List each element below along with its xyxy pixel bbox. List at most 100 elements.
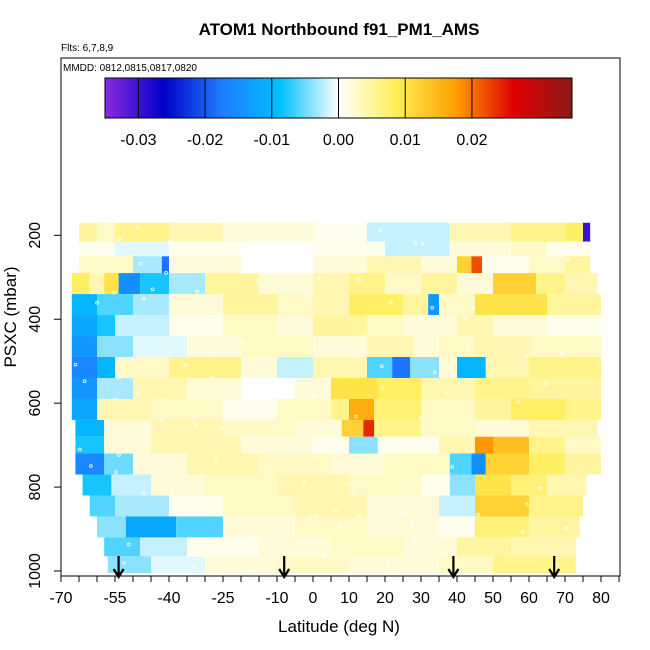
- sample-marker: [159, 397, 163, 402]
- colorbar-tick-label: 0.02: [456, 132, 487, 149]
- sample-marker: [314, 513, 318, 518]
- x-tick-label: -55: [103, 590, 126, 607]
- heatmap-cell: [259, 453, 331, 475]
- heatmap-cell: [511, 241, 547, 257]
- sample-marker: [419, 415, 424, 420]
- sample-marker: [302, 330, 306, 335]
- heatmap-cell: [97, 222, 115, 242]
- heatmap-cell: [75, 436, 105, 454]
- sample-marker: [386, 561, 391, 565]
- sample-marker: [363, 334, 368, 339]
- flight-arrow: [278, 556, 291, 580]
- heatmap-cell: [439, 495, 475, 517]
- y-tick-label: 800: [27, 474, 44, 501]
- y-axis-label: PSXC (mbar): [1, 266, 20, 367]
- heatmap-cell: [529, 436, 565, 454]
- sample-marker: [214, 566, 219, 571]
- sample-marker: [167, 240, 171, 245]
- heatmap-cell: [349, 556, 439, 574]
- y-tick-label: 600: [27, 390, 44, 417]
- sample-marker: [471, 305, 476, 310]
- heatmap-cell: [475, 419, 529, 437]
- heatmap-cell: [97, 398, 151, 420]
- heatmap-cell: [125, 516, 177, 538]
- heatmap-cell: [529, 336, 601, 358]
- sample-marker: [310, 447, 315, 451]
- heatmap-cell: [385, 273, 421, 295]
- x-tick-label: -25: [211, 590, 234, 607]
- sample-marker: [196, 545, 201, 550]
- heatmap-cell: [403, 315, 457, 337]
- heatmap-cell: [313, 256, 367, 274]
- heatmap-cell: [277, 357, 313, 378]
- sample-marker: [432, 370, 437, 375]
- heatmap-cell: [385, 453, 450, 475]
- sample-marker: [356, 514, 361, 519]
- heatmap-cell: [313, 315, 367, 337]
- heatmap-cell: [71, 398, 97, 420]
- sample-marker: [307, 516, 312, 520]
- heatmap-cell: [205, 556, 277, 574]
- sample-marker: [311, 394, 316, 399]
- heatmap-cell: [471, 453, 486, 475]
- heatmap-cell: [313, 336, 367, 358]
- heatmap-cell: [439, 294, 475, 316]
- sample-marker: [95, 300, 99, 305]
- sample-marker: [114, 470, 118, 474]
- heatmap-cell: [187, 537, 259, 557]
- sample-marker: [389, 300, 393, 305]
- heatmap-cell: [133, 377, 187, 399]
- heatmap-cell: [529, 419, 598, 437]
- heatmap-cell: [547, 315, 601, 337]
- sample-marker: [544, 381, 548, 386]
- sample-marker: [430, 305, 434, 310]
- x-tick-label: 60: [520, 590, 538, 607]
- sample-marker: [241, 341, 245, 346]
- sample-marker: [565, 257, 570, 262]
- heatmap-cell: [475, 336, 529, 358]
- heatmap-cell: [295, 516, 367, 538]
- heatmap-cell: [529, 495, 583, 517]
- sample-marker: [141, 296, 146, 301]
- x-tick-label: -40: [157, 590, 180, 607]
- heatmap-cell: [377, 436, 439, 454]
- heatmap-cell: [277, 398, 331, 420]
- heatmap-cell: [367, 222, 450, 242]
- sample-marker: [171, 458, 176, 462]
- heatmap-cell: [259, 273, 313, 295]
- sample-marker: [251, 450, 255, 455]
- heatmap-cell: [104, 537, 141, 557]
- heatmap-cell: [187, 453, 259, 475]
- heatmap-cell: [421, 256, 457, 274]
- heatmap-cell: [140, 537, 187, 557]
- sample-marker: [301, 323, 306, 328]
- y-tick-label: 1000: [27, 553, 44, 589]
- heatmap-cell: [547, 294, 601, 316]
- heatmap-cell: [104, 436, 151, 454]
- sample-marker: [444, 390, 448, 395]
- heatmap-cell: [457, 357, 486, 378]
- colorbar-tick-label: 0.00: [323, 132, 354, 149]
- sample-marker: [450, 465, 455, 469]
- heatmap-cell: [313, 273, 349, 295]
- heatmap-cell: [223, 315, 277, 337]
- sample-marker: [195, 289, 200, 294]
- sample-marker: [457, 531, 461, 535]
- sample-marker: [141, 491, 146, 496]
- heatmap-cell: [133, 294, 169, 316]
- x-tick-label: 0: [309, 590, 318, 607]
- heatmap-cell: [161, 256, 169, 274]
- heatmap-cell: [331, 453, 385, 475]
- heatmap-cell: [565, 453, 601, 475]
- sample-marker: [333, 508, 338, 513]
- heatmap-cell: [111, 474, 151, 496]
- sample-marker: [305, 258, 309, 263]
- sample-marker: [486, 420, 490, 425]
- sample-marker: [357, 278, 362, 282]
- heatmap-cell: [449, 474, 475, 496]
- heatmap-cell: [169, 357, 241, 378]
- heatmap-cell: [277, 556, 349, 574]
- sample-marker: [520, 529, 525, 534]
- heatmap-cell: [439, 336, 475, 358]
- heatmap-cell: [421, 377, 475, 399]
